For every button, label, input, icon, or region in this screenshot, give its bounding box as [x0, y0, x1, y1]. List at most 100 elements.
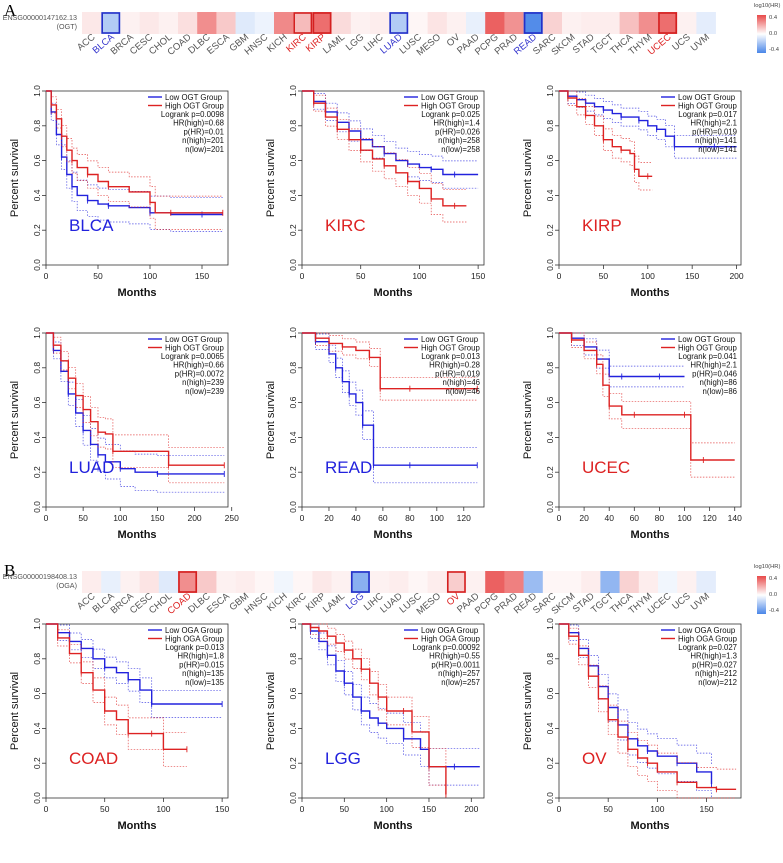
heatmap-cell-acc [82, 12, 102, 34]
survival-plots-layer: 0 50 100 150 0.0 0.2 0.4 0.6 0.8 1.0 Months Percent… [9, 85, 744, 832]
y-tick-label: 0.8 [32, 120, 42, 132]
stats-line: HR(high)=0.68 [173, 119, 224, 128]
stats-line: p(HR)=0.015 [179, 660, 225, 669]
y-tick-label: 0.0 [288, 259, 298, 271]
x-tick-label: 60 [378, 513, 388, 523]
x-tick-label: 0 [557, 271, 562, 281]
y-tick-label: 1.0 [288, 85, 298, 97]
panel-label-a: A [4, 1, 17, 20]
y-tick-label: 0.6 [545, 396, 555, 408]
stats-line: n(high)=141 [695, 136, 737, 145]
stats-line: n(high)=212 [695, 669, 737, 678]
survival-plot-kirc: 0 50 100 150 0.0 0.2 0.4 0.6 0.8 1.0 Months Percent… [265, 85, 485, 299]
survival-curve-low-group [302, 332, 478, 466]
heatmap-legend-title: log10(HR) [754, 564, 780, 570]
heatmap-legend-bar [757, 15, 766, 53]
legend-label: High OGT Group [421, 344, 480, 353]
y-tick-label: 0.8 [545, 120, 555, 132]
plot-frame [301, 90, 485, 266]
survival-curve-high-group [46, 90, 223, 214]
heatmap-cell-kirc [293, 571, 313, 593]
heatmap-cell-uvm [696, 12, 716, 34]
heatmap-cell-sarc [542, 571, 563, 593]
heatmap-cell-meso [427, 571, 448, 593]
survival-curve-low-group [46, 332, 225, 475]
stats-line: Logrank p=0.017 [678, 110, 737, 119]
stats-line: n(high)=46 [443, 378, 481, 387]
legend-label: Low OGT Group [421, 335, 479, 344]
x-tick-label: 100 [156, 804, 170, 814]
y-tick-label: 1.0 [288, 618, 298, 630]
legend-label: High OGT Group [678, 102, 737, 111]
heatmap-cell-laml [331, 571, 352, 593]
y-tick-label: 1.0 [32, 327, 42, 339]
cancer-name-label: LUAD [69, 458, 114, 477]
survival-curve-high-group [559, 90, 653, 177]
heatmap-cell-brca [120, 571, 140, 593]
heatmap-cell-lihc [370, 571, 390, 593]
ci-lower-high-group [302, 332, 478, 401]
y-tick-label: 0.2 [288, 224, 298, 236]
y-tick-label: 0.8 [32, 653, 42, 665]
heatmap-legend-tick: 0.4 [769, 576, 778, 582]
x-tick-label: 100 [113, 513, 127, 523]
y-tick-label: 0.0 [545, 259, 555, 271]
heatmap-cell-lusc [408, 571, 428, 593]
y-tick-label: 1.0 [32, 618, 42, 630]
heatmap-cell-ucs [677, 12, 697, 34]
x-tick-label: 0 [44, 513, 49, 523]
heatmap-cell-stad [581, 12, 601, 34]
ci-lower-high-group [302, 623, 447, 798]
heatmap-cell-pcpg [485, 571, 505, 593]
ci-upper-high-group [302, 623, 447, 774]
x-tick-label: 150 [422, 804, 436, 814]
heatmap-cell-blca [101, 571, 121, 593]
stats-line: Logrank p=0.013 [421, 352, 480, 361]
y-tick-label: 0.8 [32, 362, 42, 374]
ci-lower-high-group [46, 332, 225, 484]
x-tick-label: 40 [604, 513, 614, 523]
heatmap-cell-coad [178, 12, 198, 34]
y-tick-label: 0.8 [545, 653, 555, 665]
y-tick-label: 0.2 [32, 224, 42, 236]
legend-label: Low OGT Group [678, 93, 736, 102]
y-tick-label: 0.4 [288, 189, 298, 201]
y-tick-label: 0.4 [288, 431, 298, 443]
stats-line: Logrank p=0.0065 [161, 352, 225, 361]
x-tick-label: 0 [300, 804, 305, 814]
x-tick-label: 50 [599, 271, 609, 281]
x-axis-label: Months [630, 529, 669, 541]
y-tick-label: 0.6 [545, 687, 555, 699]
cancer-name-label: KIRC [325, 216, 366, 235]
heatmap-cell-kirc [293, 12, 313, 34]
heatmap-cell-chol [158, 571, 179, 593]
stats-line: p(HR)=0.046 [692, 369, 737, 378]
heatmap-legend-tick: -0.4 [769, 47, 780, 53]
heatmap-cell-blca [101, 12, 121, 34]
heatmap-label-uvm: UVM [689, 591, 712, 613]
stats-line: Logrank p=0.025 [421, 110, 480, 119]
ci-upper-low-group [302, 90, 479, 162]
y-axis-label: Percent survival [522, 139, 534, 217]
survival-curve-high-group [46, 623, 187, 750]
stats-line: p(HR)=0.01 [183, 127, 224, 136]
plot-frame [558, 623, 742, 799]
heatmap-cell-laml [331, 12, 352, 34]
legend-label: Low OGA Group [165, 626, 223, 635]
legend-label: Low OGT Group [165, 335, 223, 344]
legend-label: Low OGA Group [678, 626, 736, 635]
y-tick-label: 0.2 [545, 466, 555, 478]
stats-line: n(high)=239 [182, 378, 224, 387]
y-tick-label: 1.0 [32, 85, 42, 97]
heatmap-cell-esca [216, 12, 236, 34]
y-tick-label: 0.4 [32, 431, 42, 443]
plot-frame [558, 90, 742, 266]
x-axis-label: Months [373, 820, 412, 832]
x-axis-label: Months [373, 529, 412, 541]
ci-lower-low-group [559, 90, 737, 159]
heatmap-layer: ENSG00000147162.13(OGT)ACCBLCABRCACESCCH… [3, 3, 781, 617]
y-tick-label: 1.0 [288, 327, 298, 339]
heatmap-label-uvm: UVM [689, 32, 712, 54]
x-tick-label: 0 [44, 271, 49, 281]
x-tick-label: 100 [650, 804, 664, 814]
